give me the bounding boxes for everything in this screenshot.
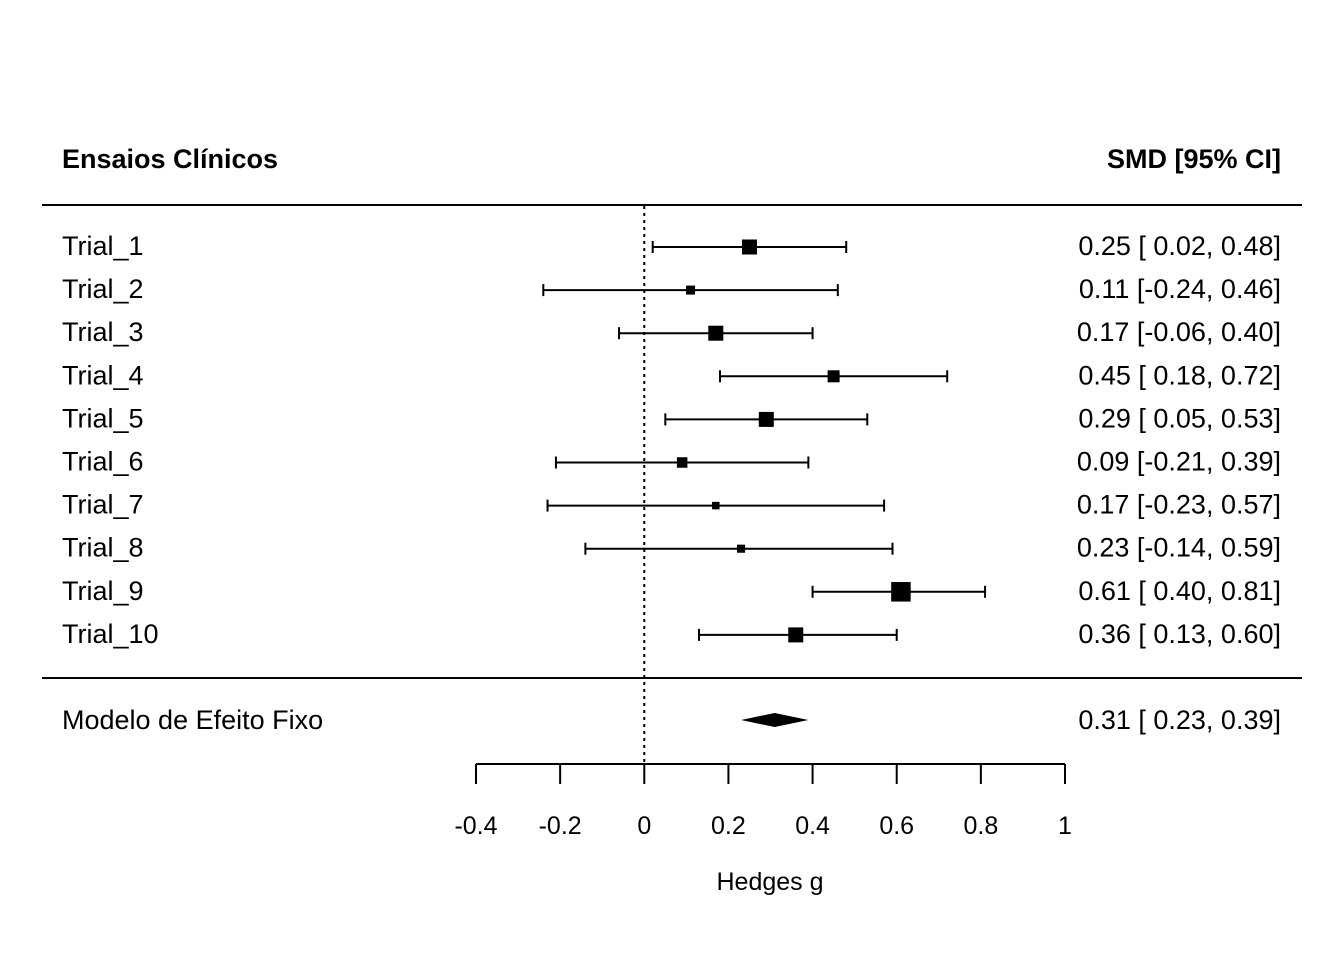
point-estimate [686,285,696,295]
study-row: Trial_2 0.11 [-0.24, 0.46] [62,274,1281,304]
ci-text: 0.36 [ 0.13, 0.60] [1078,619,1281,649]
point-estimate [737,544,746,553]
study-row: Trial_6 0.09 [-0.21, 0.39] [62,447,1281,477]
ci-text: 0.45 [ 0.18, 0.72] [1078,360,1281,390]
study-row: Trial_5 0.29 [ 0.05, 0.53] [62,403,1281,433]
point-estimate [676,457,688,468]
study-row: Trial_3 0.17 [-0.06, 0.40] [62,317,1281,347]
x-tick-label: -0.4 [454,812,497,840]
study-label: Trial_7 [62,490,144,520]
point-estimate [788,627,804,643]
point-estimate [741,239,757,255]
study-row: Trial_8 0.23 [-0.14, 0.59] [62,533,1281,563]
point-estimate [712,501,720,510]
ci-text: 0.23 [-0.14, 0.59] [1077,533,1281,563]
point-estimate [827,370,840,383]
study-row: Trial_4 0.45 [ 0.18, 0.72] [62,360,1281,390]
study-row: Trial_10 0.36 [ 0.13, 0.60] [62,619,1281,649]
x-tick-label: 0 [637,812,651,840]
header-effect-label: SMD [95% CI] [1107,144,1281,174]
study-label: Trial_3 [62,317,144,347]
study-label: Trial_9 [62,576,144,606]
summary-diamond [741,713,809,727]
x-tick-label: 0.2 [711,812,746,840]
ci-text: 0.17 [-0.06, 0.40] [1077,317,1281,347]
x-axis-title: Hedges g [716,868,823,896]
study-label: Trial_8 [62,533,144,563]
x-tick-label: 1 [1058,812,1072,840]
study-label: Trial_2 [62,274,144,304]
study-label: Trial_1 [62,231,144,261]
header-study-label: Ensaios Clínicos [62,144,278,174]
point-estimate [708,325,724,341]
study-row: Trial_1 0.25 [ 0.02, 0.48] [62,231,1281,261]
study-label: Trial_10 [62,619,159,649]
ci-text: 0.61 [ 0.40, 0.81] [1078,576,1281,606]
x-tick-label: -0.2 [539,812,582,840]
ci-text: 0.29 [ 0.05, 0.53] [1078,403,1281,433]
study-row: Trial_7 0.17 [-0.23, 0.57] [62,490,1281,520]
point-estimate [891,582,911,602]
study-row: Trial_9 0.61 [ 0.40, 0.81] [62,576,1281,606]
ci-text: 0.25 [ 0.02, 0.48] [1078,231,1281,261]
ci-text: 0.11 [-0.24, 0.46] [1079,274,1281,304]
study-label: Trial_4 [62,360,144,390]
ci-text: 0.17 [-0.23, 0.57] [1077,490,1281,520]
point-estimate [758,411,774,427]
summary-ci-text: 0.31 [ 0.23, 0.39] [1078,705,1281,735]
study-label: Trial_6 [62,447,144,477]
ci-text: 0.09 [-0.21, 0.39] [1077,447,1281,477]
x-tick-label: 0.4 [795,812,830,840]
x-tick-label: 0.6 [879,812,914,840]
study-label: Trial_5 [62,403,144,433]
x-tick-label: 0.8 [963,812,998,840]
summary-label: Modelo de Efeito Fixo [62,705,323,735]
